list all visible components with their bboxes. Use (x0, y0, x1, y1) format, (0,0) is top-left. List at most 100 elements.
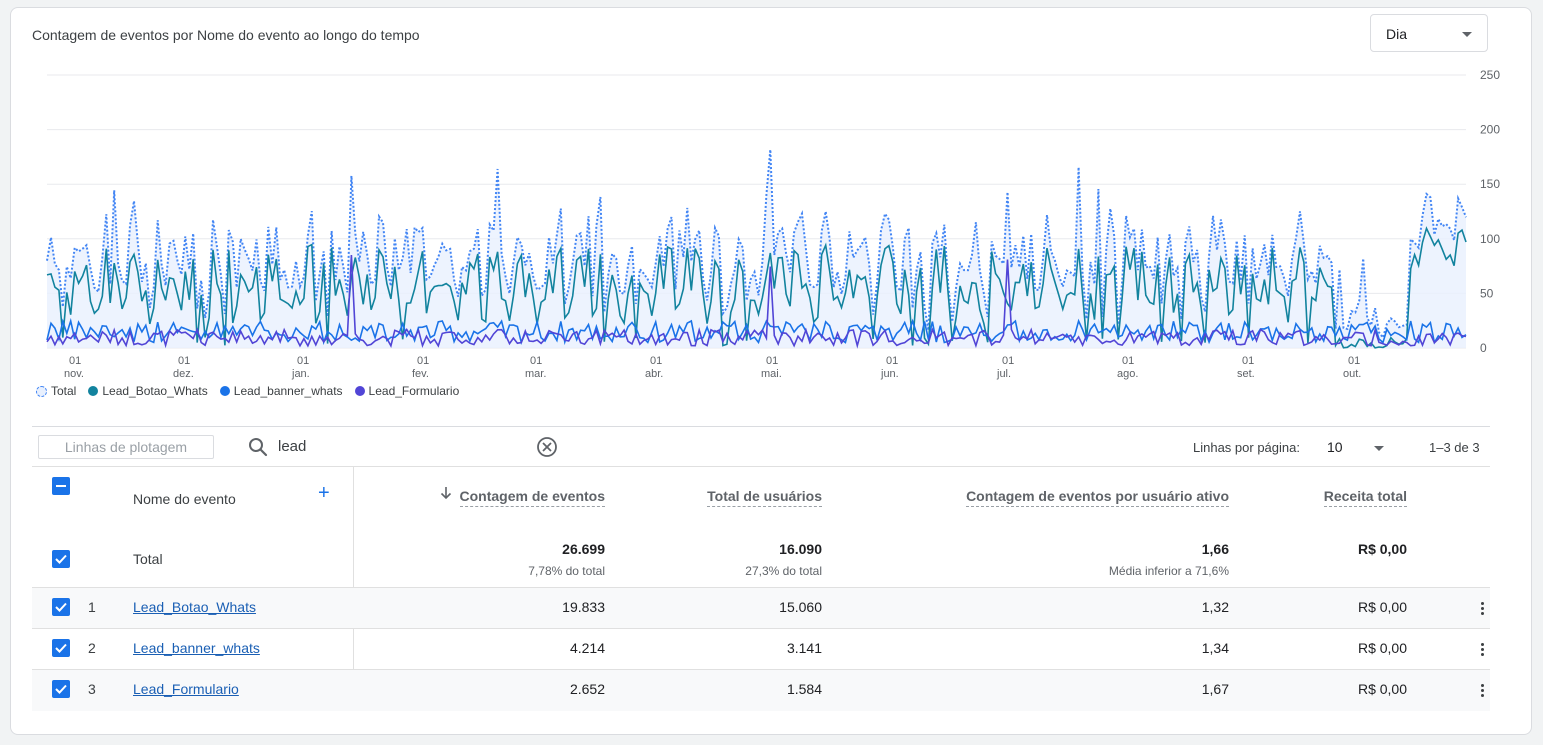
more-vert-icon[interactable] (1481, 643, 1485, 658)
search-input[interactable]: lead (278, 438, 307, 455)
total-event-count-share: 7,78% do total (528, 564, 605, 578)
x-tick-month: mar. (525, 368, 546, 380)
legend-label: Lead_banner_whats (233, 384, 343, 398)
x-tick-month: set. (1237, 368, 1255, 380)
legend-item-banner-whats[interactable]: Lead_banner_whats (219, 384, 343, 398)
row-index: 1 (88, 599, 96, 615)
row-checkbox[interactable] (52, 680, 70, 698)
x-tick-day: 01 (1348, 355, 1360, 367)
x-axis-ticks: 01nov.01dez.01jan.01fev.01mar.01abr.01ma… (64, 355, 1361, 380)
revenue: R$ 0,00 (1357, 681, 1407, 697)
total-users: 16.090 (779, 541, 822, 557)
column-header-revenue[interactable]: Receita total (1323, 488, 1407, 507)
legend-item-total[interactable]: Total (36, 384, 76, 398)
y-tick-label: 50 (1480, 286, 1494, 300)
row-index: 2 (88, 640, 96, 656)
column-header-event-name[interactable]: Nome do evento (133, 491, 236, 507)
total-events-per-user-note: Média inferior a 71,6% (1108, 564, 1229, 578)
x-tick-day: 01 (1122, 355, 1134, 367)
divider (32, 426, 1490, 427)
row-checkbox[interactable] (52, 598, 70, 616)
events-per-user: 1,67 (1201, 681, 1229, 697)
revenue: R$ 0,00 (1357, 599, 1407, 615)
column-divider (353, 466, 354, 702)
select-all-checkbox[interactable] (52, 477, 70, 495)
series-lead-formulario-line (46, 254, 1467, 349)
total-users: 3.141 (786, 640, 822, 656)
row-checkbox[interactable] (52, 639, 70, 657)
x-tick-month: jul. (996, 368, 1011, 380)
plot-rows-button[interactable]: Linhas de plotagem (38, 435, 214, 459)
y-tick-label: 150 (1480, 177, 1500, 191)
total-events-per-user: 1,66 (1201, 541, 1229, 557)
x-tick-month: ago. (1117, 368, 1138, 380)
x-tick-day: 01 (178, 355, 190, 367)
x-tick-month: nov. (64, 368, 84, 380)
totals-checkbox[interactable] (52, 550, 70, 568)
y-tick-label: 200 (1480, 123, 1500, 137)
event-count: 4.214 (569, 640, 605, 656)
legend-swatch-botao-whats (88, 386, 99, 396)
x-tick-day: 01 (530, 355, 542, 367)
legend-item-formulario[interactable]: Lead_Formulario (354, 384, 459, 398)
x-tick-day: 01 (297, 355, 309, 367)
total-users: 1.584 (786, 681, 822, 697)
column-header-event-count[interactable]: Contagem de eventos (459, 488, 605, 507)
chevron-down-icon (1462, 32, 1472, 37)
chevron-down-icon[interactable] (1374, 446, 1384, 451)
series-total-area (47, 149, 1466, 348)
total-users-share: 27,3% do total (745, 564, 822, 578)
legend-swatch-banner-whats (219, 386, 230, 396)
x-tick-day: 01 (766, 355, 778, 367)
chart-series (46, 149, 1467, 349)
x-tick-day: 01 (1242, 355, 1254, 367)
series-lead-banner-whats-line (46, 317, 1467, 346)
column-header-events-per-user[interactable]: Contagem de eventos por usuário ativo (966, 488, 1229, 507)
x-tick-month: fev. (412, 368, 429, 380)
chart-title: Contagem de eventos por Nome do evento a… (32, 27, 420, 43)
divider (32, 669, 1490, 670)
sort-down-arrow-icon[interactable] (440, 486, 452, 500)
total-event-count: 26.699 (562, 541, 605, 557)
y-axis-ticks: 250 200 150 100 50 0 (1480, 68, 1500, 355)
y-tick-label: 250 (1480, 68, 1500, 82)
rows-per-page-label: Linhas por página: (1193, 440, 1300, 455)
total-users: 15.060 (779, 599, 822, 615)
event-count: 2.652 (569, 681, 605, 697)
event-name-link[interactable]: Lead_Botao_Whats (133, 599, 256, 615)
events-per-user: 1,34 (1201, 640, 1229, 656)
event-name-link[interactable]: Lead_Formulario (133, 681, 239, 697)
chart-legend: Total Lead_Botao_Whats Lead_banner_whats… (36, 384, 459, 398)
rows-per-page-select[interactable]: 10 (1327, 439, 1343, 455)
events-per-user: 1,32 (1201, 599, 1229, 615)
x-tick-month: jan. (291, 368, 310, 380)
add-dimension-icon[interactable]: + (318, 482, 330, 504)
legend-swatch-total (36, 385, 47, 397)
series-lead-botao-whats-line (46, 226, 1467, 349)
x-tick-day: 01 (69, 355, 81, 367)
divider (32, 466, 1490, 467)
row-index: 3 (88, 681, 96, 697)
pagination-range: 1–3 de 3 (1429, 440, 1480, 455)
x-tick-month: abr. (645, 368, 663, 380)
x-tick-month: mai. (761, 368, 782, 380)
series-total-line (46, 149, 1467, 340)
y-tick-label: 100 (1480, 232, 1500, 246)
more-vert-icon[interactable] (1481, 684, 1485, 699)
x-tick-month: jun. (880, 368, 899, 380)
divider (32, 587, 1490, 588)
legend-item-botao-whats[interactable]: Lead_Botao_Whats (88, 384, 208, 398)
granularity-value: Dia (1386, 26, 1408, 42)
x-tick-month: dez. (173, 368, 194, 380)
legend-label: Total (51, 384, 77, 398)
y-tick-label: 0 (1480, 341, 1487, 355)
revenue: R$ 0,00 (1357, 640, 1407, 656)
more-vert-icon[interactable] (1481, 602, 1485, 617)
clear-search-icon[interactable] (536, 436, 558, 458)
column-header-total-users[interactable]: Total de usuários (707, 488, 822, 507)
table-row (32, 670, 1490, 711)
granularity-dropdown[interactable]: Dia (1370, 14, 1488, 52)
divider (32, 628, 1490, 629)
event-name-link[interactable]: Lead_banner_whats (133, 640, 260, 656)
